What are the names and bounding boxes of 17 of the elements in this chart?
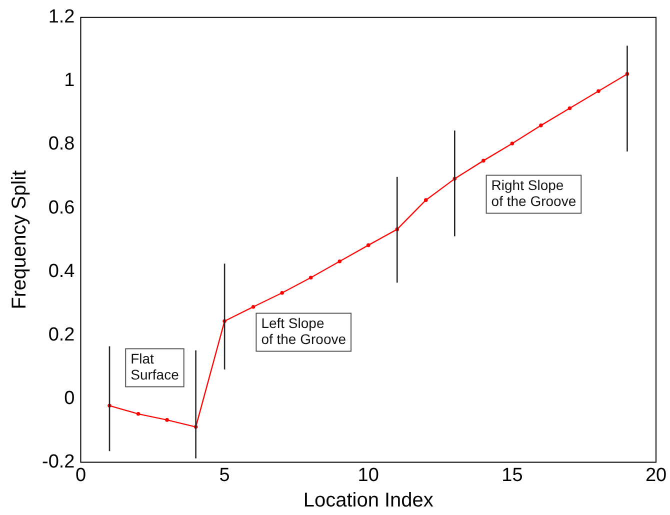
- y-tick-label: 0.8: [48, 134, 75, 155]
- x-tick-label: 5: [219, 464, 230, 486]
- y-tick-label: 1: [64, 70, 75, 92]
- y-axis-title: Frequency Split: [8, 170, 31, 310]
- x-tick-label: 15: [502, 464, 523, 486]
- x-axis-title: Location Index: [303, 490, 434, 512]
- y-tick-label: 0.2: [48, 324, 75, 346]
- y-tick-label: 0.4: [48, 260, 76, 282]
- x-tick-label: 20: [645, 464, 667, 486]
- annotation: Left Slope of the Groove: [261, 315, 346, 348]
- y-tick-label: 1.2: [48, 6, 75, 28]
- y-tick-label: 0.6: [48, 197, 75, 218]
- x-tick-label: 10: [358, 464, 379, 486]
- annotation: Flat Surface: [130, 350, 180, 383]
- annotation: Right Slope of the Groove: [491, 177, 576, 210]
- y-tick-label: 0: [64, 388, 75, 409]
- y-tick-label: -0.2: [42, 451, 75, 472]
